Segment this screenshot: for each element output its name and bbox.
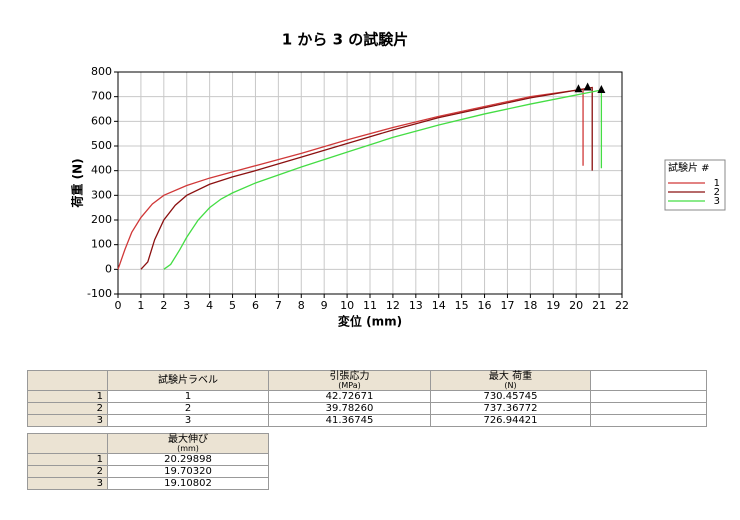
- x-tick-label: 19: [546, 299, 560, 312]
- table-cell: 2: [27, 402, 108, 415]
- table-cell: 3: [27, 477, 108, 490]
- table-row: 2 2 39.78260 737.36772: [27, 402, 707, 415]
- table-cell: 42.72671: [268, 390, 431, 403]
- header-row: 試験片ラベル 引張応力 (MPa) 最大 荷重 (N): [27, 370, 707, 391]
- y-tick-label: 200: [91, 213, 112, 226]
- x-tick-label: 14: [432, 299, 446, 312]
- data-line: [117, 88, 584, 270]
- y-tick-label: 700: [91, 90, 112, 103]
- table-cell: 41.36745: [268, 414, 431, 427]
- x-tick-label: 15: [455, 299, 469, 312]
- x-tick-label: 3: [183, 299, 190, 312]
- peak-marker: [574, 84, 583, 93]
- plot-frame: [117, 71, 623, 295]
- table-cell: 1: [27, 390, 108, 403]
- table-cell: 730.45745: [430, 390, 591, 403]
- table-cell: 2: [27, 465, 108, 478]
- header-row: 最大伸び (mm): [27, 433, 269, 454]
- x-tick-label: 7: [275, 299, 282, 312]
- table-cell: [590, 402, 707, 415]
- x-tick-label: 2: [160, 299, 167, 312]
- header-label: 最大 荷重: [488, 371, 533, 382]
- x-tick-label: 5: [229, 299, 236, 312]
- x-tick-label: 13: [409, 299, 423, 312]
- x-tick-label: 0: [115, 299, 122, 312]
- y-tick-label: 0: [105, 262, 112, 275]
- x-axis-label: 変位 (mm): [338, 314, 402, 329]
- header-cell: 試験片ラベル: [107, 370, 269, 391]
- x-tick-label: 8: [298, 299, 305, 312]
- chart-title: 1 から 3 の試験片: [282, 31, 409, 49]
- x-tick-label: 17: [500, 299, 514, 312]
- table-row: 2 19.70320: [27, 465, 269, 478]
- table-cell: 3: [27, 414, 108, 427]
- data-line: [163, 89, 603, 270]
- header-unit: (N): [504, 381, 517, 390]
- x-tick-label: 9: [321, 299, 328, 312]
- table-cell: [590, 414, 707, 427]
- table-row: 3 19.10802: [27, 477, 269, 490]
- y-tick-label: 800: [91, 65, 112, 78]
- header-cell: [590, 370, 707, 391]
- peak-marker: [597, 85, 606, 94]
- table-cell: 20.29898: [107, 453, 269, 466]
- legend-label: 2: [714, 187, 720, 198]
- data-table: 試験片ラベル 引張応力 (MPa) 最大 荷重 (N) 1 1 42.72671 730.457…: [27, 370, 707, 427]
- x-tick-label: 16: [478, 299, 492, 312]
- x-tick-label: 22: [615, 299, 629, 312]
- legend-title: 試験片 #: [668, 161, 710, 174]
- legend-label: 1: [714, 178, 720, 189]
- y-tick-label: 300: [91, 188, 112, 201]
- x-tick-label: 10: [340, 299, 354, 312]
- x-tick-label: 6: [252, 299, 259, 312]
- y-tick-label: 400: [91, 164, 112, 177]
- table-cell: 2: [107, 402, 269, 415]
- y-tick-label: -100: [87, 287, 112, 300]
- table-cell: 39.78260: [268, 402, 431, 415]
- legend-box: [664, 159, 726, 211]
- header-unit: (mm): [177, 444, 199, 453]
- header-unit: (MPa): [338, 381, 361, 390]
- x-tick-label: 4: [206, 299, 213, 312]
- peak-marker: [583, 82, 592, 91]
- header-label: 引張応力: [329, 371, 370, 382]
- data-table: 最大伸び (mm) 1 20.29898 2 19.70320 3 19.10802: [27, 433, 269, 490]
- table-cell: 19.70320: [107, 465, 269, 478]
- header-cell: [27, 433, 108, 454]
- x-tick-label: 1: [137, 299, 144, 312]
- x-tick-label: 21: [592, 299, 606, 312]
- legend-label: 3: [714, 196, 720, 207]
- x-tick-label: 12: [386, 299, 400, 312]
- table-cell: 1: [107, 390, 269, 403]
- x-tick-label: 11: [363, 299, 377, 312]
- header-cell: 最大伸び (mm): [107, 433, 269, 454]
- header-cell: 最大 荷重 (N): [430, 370, 591, 391]
- table-row: 1 20.29898: [27, 453, 269, 466]
- table-row: 1 1 42.72671 730.45745: [27, 390, 707, 403]
- table-row: 3 3 41.36745 726.94421: [27, 414, 707, 427]
- x-tick-label: 20: [569, 299, 583, 312]
- x-tick-label: 18: [523, 299, 537, 312]
- header-cell: [27, 370, 108, 391]
- y-tick-label: 600: [91, 114, 112, 127]
- table-cell: 726.94421: [430, 414, 591, 427]
- y-tick-label: 100: [91, 238, 112, 251]
- header-label: 最大伸び: [168, 434, 208, 445]
- table-cell: 3: [107, 414, 269, 427]
- table-cell: [590, 390, 707, 403]
- y-tick-label: 500: [91, 139, 112, 152]
- y-axis-label: 荷重 (N): [70, 158, 85, 208]
- table-cell: 737.36772: [430, 402, 591, 415]
- table-cell: 1: [27, 453, 108, 466]
- header-label: 試験片ラベル: [158, 375, 218, 386]
- header-cell: 引張応力 (MPa): [268, 370, 431, 391]
- data-line: [140, 86, 593, 270]
- table-cell: 19.10802: [107, 477, 269, 490]
